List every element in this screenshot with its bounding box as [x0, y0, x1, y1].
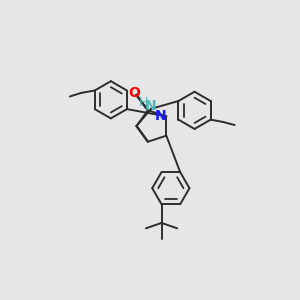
Text: N: N [145, 99, 157, 113]
Text: H: H [139, 96, 148, 109]
Text: O: O [128, 86, 140, 100]
Text: N: N [155, 109, 167, 123]
